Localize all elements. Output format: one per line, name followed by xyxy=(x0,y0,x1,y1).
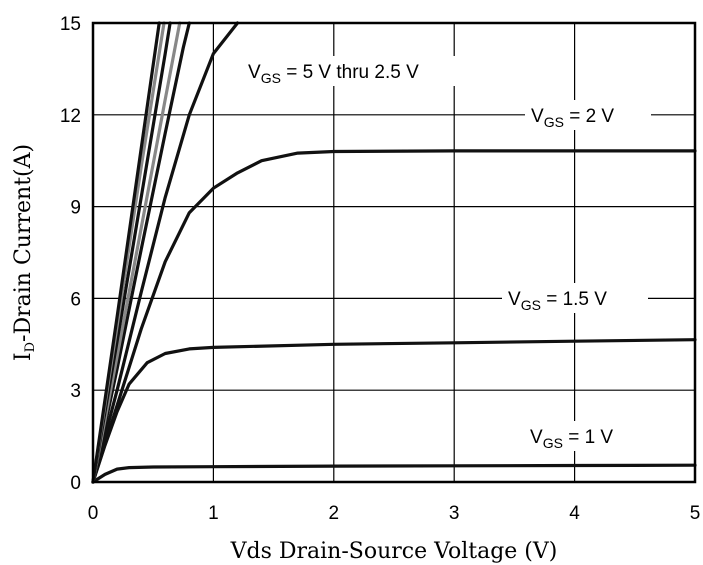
y-tick-label: 3 xyxy=(70,381,81,402)
y-tick-label: 0 xyxy=(70,473,81,494)
x-tick-label: 2 xyxy=(329,503,340,524)
x-tick-label: 1 xyxy=(208,503,219,524)
x-tick-label: 3 xyxy=(449,503,460,524)
annotation-v: V xyxy=(531,106,544,127)
y-tick-label: 12 xyxy=(60,106,81,127)
grid-lines xyxy=(93,23,695,482)
annotation-value: = 5 V thru 2.5 V xyxy=(281,62,419,83)
x-axis-label: Vds Drain-Source Voltage (V) xyxy=(230,539,558,564)
y-tick-label: 9 xyxy=(70,198,81,219)
y-tick-labels: 0 3 6 9 12 15 xyxy=(60,14,81,494)
annotation-value: = 1 V xyxy=(563,427,613,448)
annotation-vgs-2: VGS = 2 V xyxy=(531,106,614,130)
x-tick-label: 0 xyxy=(88,503,99,524)
annotation-sub: GS xyxy=(521,297,541,313)
annotation-bg xyxy=(525,100,651,130)
x-tick-label: 5 xyxy=(690,503,701,524)
x-tick-labels: 0 1 2 3 4 5 xyxy=(88,503,701,524)
y-axis-label-rest: -Drain Current(A) xyxy=(11,144,36,342)
annotation-vgs-5-2p5: VGS = 5 V thru 2.5 V xyxy=(248,62,419,86)
series-line-3 xyxy=(91,149,697,484)
y-tick-label: 6 xyxy=(70,289,81,310)
annotation-bg xyxy=(242,56,482,86)
annotation-vgs-1p5: VGS = 1.5 V xyxy=(508,289,607,313)
annotation-vgs-1: VGS = 1 V xyxy=(530,427,613,451)
series-line-2 xyxy=(91,338,697,484)
y-axis-label: ID-Drain Current(A) xyxy=(11,144,38,361)
annotation-v: V xyxy=(508,289,521,310)
x-tick-label: 4 xyxy=(569,503,580,524)
annotation-value: = 2 V xyxy=(564,106,614,127)
plot-frame xyxy=(91,21,697,484)
annotation-v: V xyxy=(248,62,261,83)
series-group xyxy=(91,21,697,484)
series-line-5 xyxy=(91,21,191,484)
y-axis-label-sub: D xyxy=(23,342,38,352)
series-line-9 xyxy=(91,21,161,484)
series-line-4 xyxy=(91,21,240,484)
annotation-value: = 1.5 V xyxy=(541,289,607,310)
annotation-sub: GS xyxy=(543,435,563,451)
annotation-bg xyxy=(502,283,648,313)
annotation-sub: GS xyxy=(261,70,281,86)
y-tick-label: 15 xyxy=(60,14,81,35)
series-line-6 xyxy=(91,21,182,484)
annotation-sub: GS xyxy=(544,114,564,130)
series-line-1 xyxy=(91,463,697,484)
annotation-bg xyxy=(524,421,640,451)
y-axis-label-main: I xyxy=(11,352,36,361)
annotation-v: V xyxy=(530,427,543,448)
